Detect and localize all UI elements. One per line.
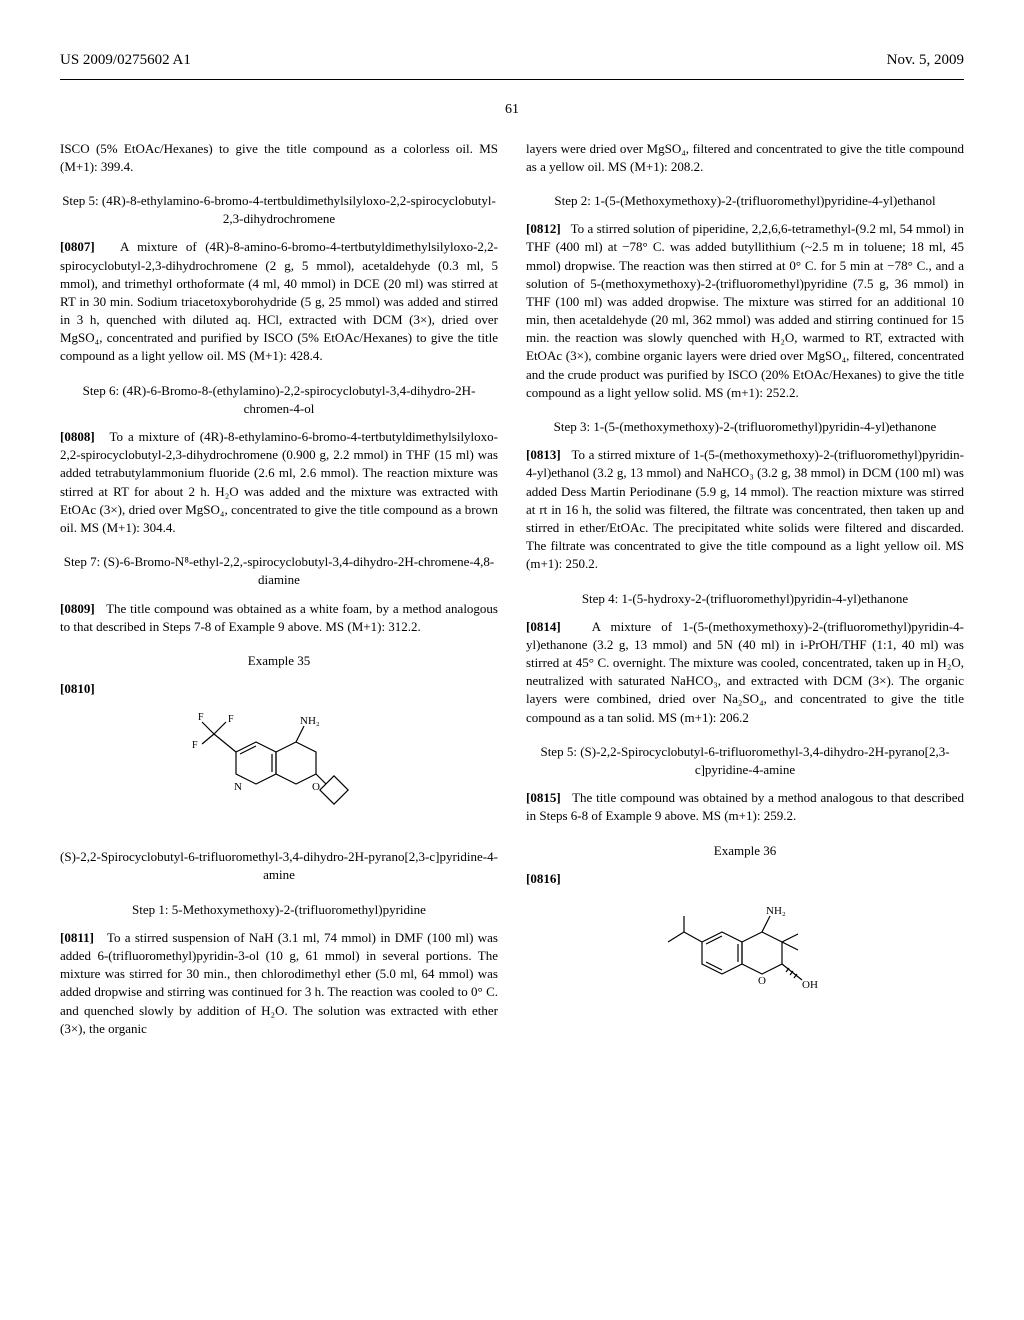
paragraph-text: A mixture of 1-(5-(methoxymethoxy)-2-(tr…	[526, 619, 964, 725]
step-heading: Step 1: 5-Methoxymethoxy)-2-(trifluorome…	[60, 901, 498, 919]
svg-text:OH: OH	[802, 979, 818, 991]
svg-text:N: N	[234, 781, 242, 793]
paragraph-number: [0812]	[526, 221, 561, 236]
svg-text:O: O	[758, 975, 766, 987]
paragraph-text: To a stirred mixture of 1-(5-(methoxymet…	[526, 447, 964, 571]
paragraph-number: [0810]	[60, 681, 95, 696]
page-number: 61	[60, 100, 964, 120]
paragraph-number: [0814]	[526, 619, 561, 634]
body-text: [0814] A mixture of 1-(5-(methoxymethoxy…	[526, 618, 964, 727]
svg-text:NH₂: NH₂	[300, 715, 320, 727]
body-text: [0807] A mixture of (4R)-8-amino-6-bromo…	[60, 238, 498, 365]
paragraph-number: [0808]	[60, 429, 95, 444]
paragraph-number: [0811]	[60, 930, 94, 945]
svg-text:F: F	[198, 712, 204, 723]
step-heading: Step 4: 1-(5-hydroxy-2-(trifluoromethyl)…	[526, 590, 964, 608]
paragraph-text: To a stirred solution of piperidine, 2,2…	[526, 221, 964, 400]
paragraph-number: [0807]	[60, 239, 95, 254]
patent-date: Nov. 5, 2009	[887, 50, 964, 71]
paragraph-number: [0809]	[60, 601, 95, 616]
step-heading: Step 2: 1-(5-(Methoxymethoxy)-2-(trifluo…	[526, 192, 964, 210]
body-text: [0810]	[60, 680, 498, 698]
paragraph-text: The title compound was obtained by a met…	[526, 790, 964, 823]
svg-text:F: F	[192, 740, 198, 751]
right-column: layers were dried over MgSO₄, filtered a…	[526, 140, 964, 1048]
paragraph-number: [0816]	[526, 871, 561, 886]
header-rule	[60, 79, 964, 80]
step-heading: Step 5: (S)-2,2-Spirocyclobutyl-6-triflu…	[526, 743, 964, 779]
chemical-structure-ex35: F F F N O NH₂	[174, 712, 384, 832]
step-heading: Step 7: (S)-6-Bromo-N⁸-ethyl-2,2,-spiroc…	[60, 553, 498, 589]
body-text: [0812] To a stirred solution of piperidi…	[526, 220, 964, 402]
example-heading: Example 36	[526, 842, 964, 860]
body-text: [0813] To a stirred mixture of 1-(5-(met…	[526, 446, 964, 573]
chemical-structure-ex36: O NH₂ OH	[640, 902, 850, 1022]
body-text: [0816]	[526, 870, 964, 888]
paragraph-text: The title compound was obtained as a whi…	[60, 601, 498, 634]
body-text: [0809] The title compound was obtained a…	[60, 600, 498, 636]
svg-text:NH₂: NH₂	[766, 905, 786, 917]
patent-number: US 2009/0275602 A1	[60, 50, 191, 71]
compound-name: (S)-2,2-Spirocyclobutyl-6-trifluoromethy…	[60, 848, 498, 884]
paragraph-number: [0813]	[526, 447, 561, 462]
svg-text:F: F	[228, 714, 234, 725]
paragraph-text: To a mixture of (4R)-8-ethylamino-6-brom…	[60, 429, 498, 535]
body-text: layers were dried over MgSO₄, filtered a…	[526, 140, 964, 176]
page-header: US 2009/0275602 A1 Nov. 5, 2009	[60, 50, 964, 71]
svg-text:O: O	[312, 781, 320, 793]
body-text: [0808] To a mixture of (4R)-8-ethylamino…	[60, 428, 498, 537]
paragraph-text: To a stirred suspension of NaH (3.1 ml, …	[60, 930, 498, 1036]
step-heading: Step 6: (4R)-6-Bromo-8-(ethylamino)-2,2-…	[60, 382, 498, 418]
body-text: ISCO (5% EtOAc/Hexanes) to give the titl…	[60, 140, 498, 176]
example-heading: Example 35	[60, 652, 498, 670]
step-heading: Step 3: 1-(5-(methoxymethoxy)-2-(trifluo…	[526, 418, 964, 436]
left-column: ISCO (5% EtOAc/Hexanes) to give the titl…	[60, 140, 498, 1048]
body-text: [0815] The title compound was obtained b…	[526, 789, 964, 825]
body-text: [0811] To a stirred suspension of NaH (3…	[60, 929, 498, 1038]
two-column-layout: ISCO (5% EtOAc/Hexanes) to give the titl…	[60, 140, 964, 1048]
paragraph-text: A mixture of (4R)-8-amino-6-bromo-4-tert…	[60, 239, 498, 363]
paragraph-number: [0815]	[526, 790, 561, 805]
step-heading: Step 5: (4R)-8-ethylamino-6-bromo-4-tert…	[60, 192, 498, 228]
